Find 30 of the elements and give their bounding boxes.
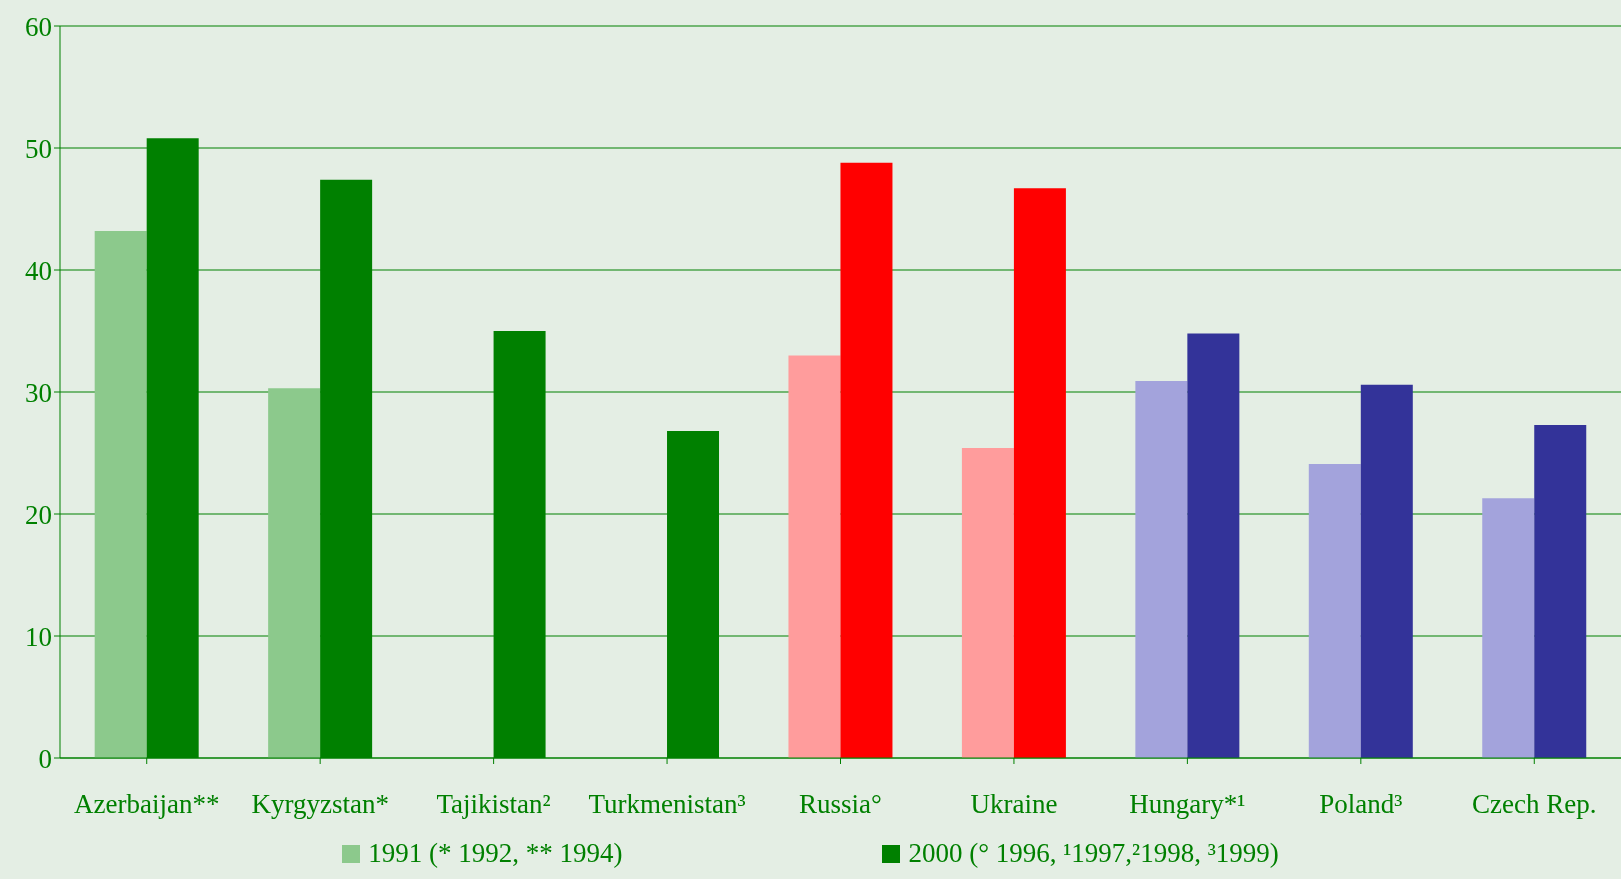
y-tick-label: 60 (25, 11, 52, 42)
bar (1482, 498, 1535, 758)
y-tick-label: 20 (25, 499, 52, 530)
y-tick-label: 40 (25, 255, 52, 286)
bar (1013, 188, 1066, 758)
bar (268, 388, 321, 758)
x-tick-label: Czech Rep. (1472, 789, 1597, 820)
x-tick-label: Azerbaijan** (74, 789, 220, 820)
bar (1308, 463, 1361, 758)
bar (94, 230, 147, 758)
x-tick-label: Russia° (799, 789, 882, 820)
y-tick-label: 10 (25, 621, 52, 652)
x-tick-label: Tajikistan² (436, 789, 551, 820)
x-tick-label: Ukraine (970, 789, 1058, 820)
y-tick-label: 30 (25, 377, 52, 408)
bar (1135, 381, 1188, 758)
bar (1360, 384, 1413, 758)
y-tick-label: 0 (38, 743, 52, 774)
legend-label: 2000 (° 1996, ¹1997,²1998, ³1999) (908, 838, 1279, 869)
bar (1187, 333, 1240, 758)
bar (788, 355, 841, 758)
legend-label: 1991 (* 1992, ** 1994) (368, 838, 623, 869)
bar (840, 162, 893, 758)
bar (1534, 424, 1587, 758)
x-tick-label: Kyrgyzstan* (251, 789, 389, 820)
x-tick-label: Turkmenistan³ (588, 789, 746, 820)
bar (961, 448, 1014, 758)
x-tick-label: Poland³ (1319, 789, 1403, 820)
x-tick-label: Hungary*¹ (1129, 789, 1246, 820)
y-tick-label: 50 (25, 133, 52, 164)
